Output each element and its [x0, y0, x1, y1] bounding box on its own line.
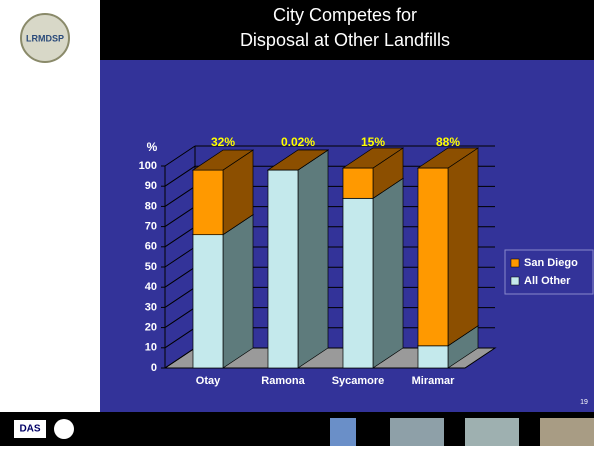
value-label: 0.02% [281, 135, 315, 149]
bar [268, 170, 298, 368]
photo [330, 418, 356, 446]
title-line: Disposal at Other Landfills [240, 30, 450, 50]
page-number: 19 [580, 399, 588, 406]
photo [540, 418, 594, 446]
y-tick-label: 70 [145, 221, 157, 233]
y-tick-label: 90 [145, 180, 157, 192]
bar [343, 168, 373, 198]
bar-side [223, 215, 253, 368]
y-tick-label: 40 [145, 281, 157, 293]
y-tick-label: 100 [139, 160, 157, 172]
y-tick-label: 30 [145, 301, 157, 313]
logo-text: LRMDSP [26, 33, 64, 43]
legend-swatch [511, 259, 519, 267]
y-tick-label: 50 [145, 261, 157, 273]
x-tick-label: Miramar [412, 375, 456, 387]
bar-side [373, 178, 403, 368]
footer-logo-circle [54, 419, 74, 439]
photo [390, 418, 444, 446]
bar [193, 235, 223, 368]
photo [465, 418, 519, 446]
bar [418, 168, 448, 346]
bar-side [448, 148, 478, 346]
y-axis-label: % [147, 140, 158, 154]
title-line: City Competes for [273, 5, 417, 25]
value-label: 88% [436, 135, 460, 149]
bar [193, 170, 223, 235]
y-tick-label: 20 [145, 322, 157, 334]
value-label: 15% [361, 135, 385, 149]
x-tick-label: Ramona [261, 375, 305, 387]
bar [343, 198, 373, 368]
bar-side [298, 150, 328, 368]
y-tick-label: 10 [145, 342, 157, 354]
y-tick-label: 80 [145, 200, 157, 212]
legend-label: San Diego [524, 257, 578, 269]
x-tick-label: Sycamore [332, 375, 385, 387]
legend-swatch [511, 277, 519, 285]
y-tick-label: 0 [151, 362, 157, 374]
bar [418, 346, 448, 368]
y-tick-label: 60 [145, 241, 157, 253]
value-label: 32% [211, 135, 235, 149]
legend-label: All Other [524, 275, 571, 287]
footer-logo: DAS [19, 424, 40, 435]
x-tick-label: Otay [196, 375, 221, 387]
